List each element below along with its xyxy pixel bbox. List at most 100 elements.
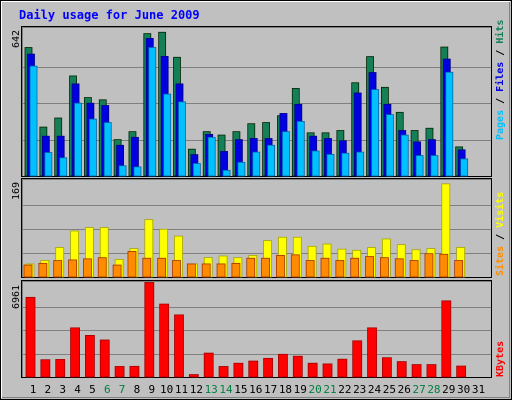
sites-bar-day-29: sites-bar-day-29 bbox=[439, 253, 449, 278]
hits-panel-legend: Pages / Files / Hits bbox=[494, 20, 506, 140]
sites-bar-day-11: sites-bar-day-11 bbox=[172, 260, 181, 278]
day-label-26: 26 bbox=[398, 383, 411, 396]
pages-bar-day-9: pages-bar-day-9 bbox=[148, 47, 157, 177]
kbytes-bar-day-1: kbytes-bar-day-1 bbox=[25, 296, 36, 378]
kbytes-bar-day-5: kbytes-bar-day-5 bbox=[85, 335, 95, 378]
kbytes-bar-day-24: kbytes-bar-day-24 bbox=[367, 327, 377, 378]
pages-bar-day-11: pages-bar-day-11 bbox=[178, 101, 186, 177]
day-label-12: 12 bbox=[190, 383, 203, 396]
kbytes-bar-day-30: kbytes-bar-day-30 bbox=[456, 365, 467, 378]
kbytes-bar-day-28: kbytes-bar-day-28 bbox=[426, 364, 437, 378]
kbytes-bar-day-10: kbytes-bar-day-10 bbox=[159, 303, 170, 378]
kbytes-bar-day-19: kbytes-bar-day-19 bbox=[292, 355, 303, 378]
day-label-15: 15 bbox=[234, 383, 247, 396]
pages-bar-day-28: pages-bar-day-28 bbox=[430, 155, 439, 177]
kbytes-bar-day-27: kbytes-bar-day-27 bbox=[411, 364, 422, 378]
kbytes-panel-legend: KBytes bbox=[495, 341, 506, 377]
pages-bar-day-17: pages-bar-day-17 bbox=[267, 144, 276, 177]
kbytes-panel-ymax-label: 6961 bbox=[11, 285, 22, 309]
kbytes-bar-day-4: kbytes-bar-day-4 bbox=[70, 327, 80, 378]
day-label-1: 1 bbox=[30, 383, 37, 396]
day-label-4: 4 bbox=[74, 383, 81, 396]
pages-bar-day-15: pages-bar-day-15 bbox=[237, 161, 246, 177]
sites-bar-day-30: sites-bar-day-30 bbox=[454, 260, 464, 278]
kbytes-bar-day-12: kbytes-bar-day-12 bbox=[188, 374, 199, 378]
pages-bar-day-30: pages-bar-day-30 bbox=[460, 158, 469, 177]
day-label-3: 3 bbox=[59, 383, 66, 396]
hits-files-pages-panel: hits-bar-day-1files-bar-day-1pages-bar-d… bbox=[11, 20, 506, 177]
day-label-16: 16 bbox=[249, 383, 262, 396]
pages-bar-day-6: pages-bar-day-6 bbox=[103, 122, 112, 177]
sites-bar-day-16: sites-bar-day-16 bbox=[246, 257, 256, 278]
visits-sites-bars: visits-bar-day-1sites-bar-day-1visits-ba… bbox=[23, 183, 466, 278]
kbytes-bar-day-13: kbytes-bar-day-13 bbox=[203, 352, 214, 378]
day-label-6: 6 bbox=[104, 383, 111, 396]
sites-bar-day-9: sites-bar-day-9 bbox=[142, 257, 152, 278]
pages-bar-day-19: pages-bar-day-19 bbox=[296, 121, 305, 177]
kbytes-bar-day-23: kbytes-bar-day-23 bbox=[352, 340, 363, 378]
sites-bar-day-12: sites-bar-day-12 bbox=[186, 263, 196, 278]
kbytes-bar-day-7: kbytes-bar-day-7 bbox=[114, 366, 125, 378]
day-label-8: 8 bbox=[134, 383, 141, 396]
sites-bar-day-1: sites-bar-day-1 bbox=[23, 264, 33, 278]
pages-bar-day-20: pages-bar-day-20 bbox=[311, 150, 320, 177]
legend-sep-2: / bbox=[495, 44, 506, 62]
day-label-23: 23 bbox=[353, 383, 366, 396]
day-label-13: 13 bbox=[205, 383, 218, 396]
pages-bar-day-24: pages-bar-day-24 bbox=[371, 89, 379, 177]
pages-bar-day-21: pages-bar-day-21 bbox=[326, 153, 335, 177]
sites-bar-day-26: sites-bar-day-26 bbox=[394, 258, 404, 278]
visits-sites-panel: visits-bar-day-1sites-bar-day-1visits-ba… bbox=[11, 178, 506, 278]
sites-bar-day-25: sites-bar-day-25 bbox=[379, 257, 389, 278]
kbytes-bar-day-20: kbytes-bar-day-20 bbox=[307, 362, 318, 378]
pages-bar-day-14: pages-bar-day-14 bbox=[222, 169, 231, 177]
day-label-22: 22 bbox=[338, 383, 351, 396]
legend-sites: Sites bbox=[494, 246, 506, 276]
visits-panel-ymax-label: 169 bbox=[11, 182, 22, 200]
sites-bar-day-5: sites-bar-day-5 bbox=[83, 258, 92, 278]
pages-bar-day-10: pages-bar-day-10 bbox=[163, 93, 172, 177]
day-label-21: 21 bbox=[323, 383, 336, 396]
sites-bar-day-20: sites-bar-day-20 bbox=[305, 260, 315, 278]
legend-visits: Visits bbox=[494, 192, 506, 228]
kbytes-bar-day-25: kbytes-bar-day-25 bbox=[381, 357, 392, 378]
day-label-9: 9 bbox=[148, 383, 155, 396]
legend-hits: Hits bbox=[494, 20, 506, 44]
day-label-7: 7 bbox=[119, 383, 126, 396]
kbytes-bar-day-26: kbytes-bar-day-26 bbox=[396, 361, 407, 378]
kbytes-bar-day-21: kbytes-bar-day-21 bbox=[322, 363, 333, 378]
sites-bar-day-18: sites-bar-day-18 bbox=[276, 255, 285, 278]
sites-bar-day-15: sites-bar-day-15 bbox=[231, 262, 241, 278]
day-label-5: 5 bbox=[89, 383, 96, 396]
pages-bar-day-29: pages-bar-day-29 bbox=[445, 71, 454, 177]
legend-files: Files bbox=[494, 62, 506, 92]
hits-panel-ymax-label: 642 bbox=[11, 30, 22, 48]
sites-bar-day-6: sites-bar-day-6 bbox=[97, 257, 107, 278]
kbytes-bar-day-16: kbytes-bar-day-16 bbox=[248, 360, 259, 378]
legend-sep-1: / bbox=[495, 92, 506, 110]
day-label-20: 20 bbox=[309, 383, 322, 396]
pages-bar-day-27: pages-bar-day-27 bbox=[415, 155, 424, 177]
day-label-10: 10 bbox=[160, 383, 173, 396]
day-label-28: 28 bbox=[427, 383, 440, 396]
sites-bar-day-28: sites-bar-day-28 bbox=[424, 253, 434, 278]
sites-bar-day-2: sites-bar-day-2 bbox=[38, 262, 48, 278]
sites-bar-day-3: sites-bar-day-3 bbox=[53, 260, 63, 278]
pages-bar-day-23: pages-bar-day-23 bbox=[356, 151, 365, 177]
sites-bar-day-7: sites-bar-day-7 bbox=[112, 264, 122, 278]
day-label-17: 17 bbox=[264, 383, 277, 396]
pages-bar-day-8: pages-bar-day-8 bbox=[133, 166, 142, 177]
sites-bar-day-14: sites-bar-day-14 bbox=[216, 263, 226, 278]
pages-bar-day-18: pages-bar-day-18 bbox=[282, 131, 290, 177]
pages-bar-day-22: pages-bar-day-22 bbox=[341, 152, 350, 177]
kbytes-bar-day-2: kbytes-bar-day-2 bbox=[40, 359, 51, 378]
legend-sep-3: / bbox=[495, 228, 506, 246]
visits-panel-legend: Sites / Visits bbox=[494, 192, 506, 276]
day-label-27: 27 bbox=[412, 383, 425, 396]
day-label-2: 2 bbox=[45, 383, 52, 396]
kbytes-panel: kbytes-bar-day-1 kbytes-bar-day-2 kbytes-b… bbox=[11, 280, 506, 378]
day-label-29: 29 bbox=[442, 383, 455, 396]
pages-bar-day-1: pages-bar-day-1 bbox=[29, 65, 38, 177]
kbytes-bar-day-14: kbytes-bar-day-14 bbox=[218, 366, 229, 378]
pages-bar-day-25: pages-bar-day-25 bbox=[385, 114, 394, 177]
